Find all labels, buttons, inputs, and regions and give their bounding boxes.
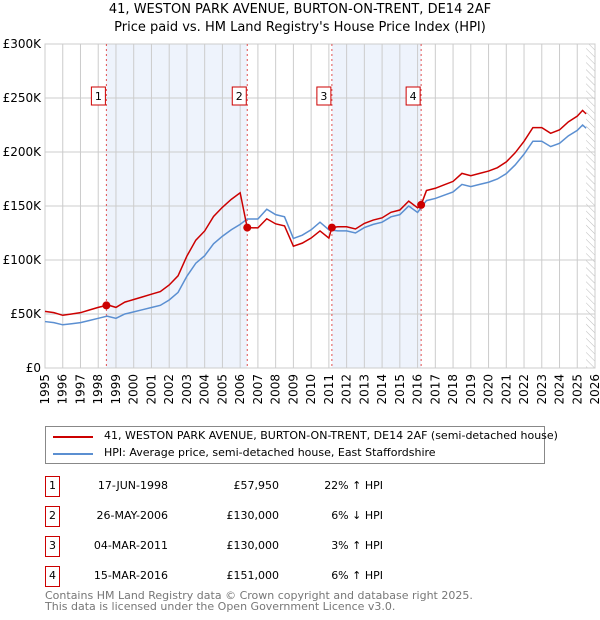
x-tick-label: 1997 [73,374,87,405]
sale-label-box [90,86,106,106]
y-tick-label: £0 [26,361,41,375]
x-tick-label: 2026 [588,374,600,405]
x-tick-label: 1999 [109,374,123,405]
sale-row: 2 26-MAY-2006 £130,000 6% ↓ HPI [45,506,405,527]
y-tick-label: £150K [3,199,43,213]
sale-label: 3 [320,90,327,103]
x-tick-label: 2012 [340,374,354,405]
x-tick-label: 2020 [482,374,496,405]
legend-swatch-price [53,436,93,438]
x-tick-label: 2018 [446,374,460,405]
footer-copyright: Contains HM Land Registry data © Crown c… [45,589,473,602]
sale-label: 1 [95,90,102,103]
sale-point [417,200,426,209]
sale-price: £130,000 [226,539,280,552]
sale-hpi-change: 22% ↑ HPI [324,479,383,492]
x-tick-label: 2006 [233,374,247,405]
x-tick-label: 2000 [127,374,141,405]
x-tick-label: 2008 [269,374,283,405]
plot-frame [44,43,596,369]
x-tick-label: 2004 [198,374,212,405]
x-tick-label: 2019 [464,374,478,405]
x-tick-label: 2003 [180,374,194,405]
sale-point [327,223,336,232]
sale-label-box [405,86,421,106]
x-tick-label: 2017 [428,374,442,405]
y-tick-label: £50K [10,307,42,321]
x-tick-label: 2016 [411,374,425,405]
sale-number: 3 [45,536,60,557]
x-tick-label: 2010 [304,374,318,405]
x-tick-label: 2023 [535,374,549,405]
sale-date: 15-MAR-2016 [93,569,168,582]
sale-date: 26-MAY-2006 [96,509,168,522]
sale-date: 04-MAR-2011 [93,539,168,552]
sale-row: 4 15-MAR-2016 £151,000 6% ↑ HPI [45,566,405,587]
sale-point [102,301,111,310]
sale-number: 2 [45,506,60,527]
x-tick-label: 2011 [322,374,336,405]
x-tick-label: 1995 [38,374,52,405]
y-tick-label: £200K [3,145,43,159]
x-tick-label: 2002 [162,374,176,405]
x-tick-label: 2024 [553,374,567,405]
x-tick-label: 1996 [56,374,70,405]
sale-label: 2 [236,90,243,103]
x-tick-label: 2025 [570,374,584,405]
x-tick-label: 2013 [357,374,371,405]
sale-date: 17-JUN-1998 [97,479,168,492]
sale-row: 1 17-JUN-1998 £57,950 22% ↑ HPI [45,476,405,497]
sale-hpi-change: 6% ↑ HPI [331,569,383,582]
sale-price: £151,000 [226,569,280,582]
x-tick-label: 2014 [375,374,389,405]
y-tick-label: £250K [3,91,43,105]
x-tick-label: 2009 [286,374,300,405]
sale-hpi-change: 6% ↓ HPI [331,509,383,522]
y-tick-label: £300K [3,37,43,51]
sale-label: 4 [410,90,417,103]
sale-number: 4 [45,566,60,587]
sale-label-box [316,86,332,106]
x-tick-label: 2022 [517,374,531,405]
sale-price: £57,950 [233,479,280,492]
legend-swatch-hpi [53,453,93,455]
legend-label-hpi: HPI: Average price, semi-detached house,… [104,446,436,459]
legend: 41, WESTON PARK AVENUE, BURTON-ON-TRENT,… [45,426,558,464]
sale-row: 3 04-MAR-2011 £130,000 3% ↑ HPI [45,536,405,557]
price-chart: 1995 1996 1997 1998 1999 2000 2001 2002 2003 2004… [3,37,600,405]
sale-point [243,223,252,232]
sale-hpi-change: 3% ↑ HPI [331,539,383,552]
chart-subtitle: Price paid vs. HM Land Registry's House … [114,20,486,35]
legend-label-price: 41, WESTON PARK AVENUE, BURTON-ON-TRENT,… [104,429,558,442]
hpi-line [44,123,587,326]
y-tick-label: £100K [3,253,43,267]
x-tick-label: 2005 [215,374,229,405]
sale-label-box [231,86,247,106]
sale-number: 1 [45,476,60,497]
sale-price: £130,000 [226,509,280,522]
x-tick-label: 2021 [499,374,513,405]
x-tick-label: 2015 [393,374,407,405]
x-tick-label: 2007 [251,374,265,405]
chart-title: 41, WESTON PARK AVENUE, BURTON-ON-TRENT,… [108,2,492,17]
x-tick-label: 2001 [144,374,158,405]
price-paid-line [44,109,587,317]
x-tick-label: 1998 [91,374,105,405]
footer-licence: This data is licensed under the Open Gov… [45,600,396,613]
